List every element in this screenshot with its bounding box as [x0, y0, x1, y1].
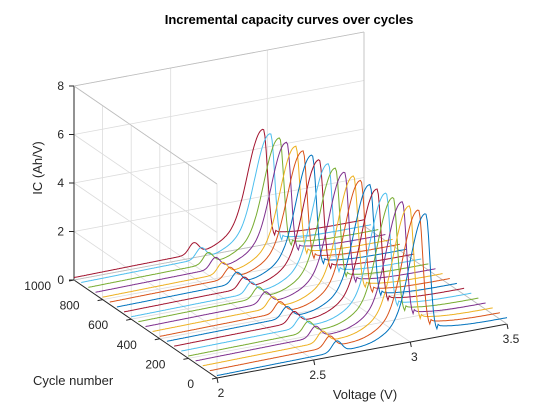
- ic-curve-cycle-300: [173, 188, 465, 347]
- box-edge: [73, 31, 365, 87]
- x-tick-mark: [216, 377, 219, 384]
- x-tick-mark: [313, 359, 316, 366]
- tick-labels: 2 2.5 3 3.5 0 200 400 600 800 1000 0 2 4 6 8: [24, 79, 519, 400]
- ic-curve-cycle-1000: [73, 128, 365, 279]
- x-tick-mark: [506, 323, 509, 330]
- y-tick-label: 600: [88, 318, 108, 332]
- ic-curve-cycle-150: [195, 201, 486, 362]
- z-axis-label: IC (Ah/V): [30, 141, 45, 194]
- ic-curve-cycle-950: [81, 133, 372, 283]
- ic-curve-cycle-0: [216, 213, 508, 377]
- ic-curve-cycle-800: [102, 145, 393, 298]
- grid-line: [170, 261, 314, 361]
- grid-line: [73, 80, 365, 135]
- grid-line: [73, 177, 365, 232]
- ic-curve-cycle-200: [188, 197, 479, 357]
- ic-curve-cycle-50: [209, 209, 501, 372]
- y-axis-line: [73, 279, 218, 379]
- y-tick-label: 800: [60, 299, 80, 313]
- y-tick-label: 1000: [24, 279, 51, 293]
- grid-line: [73, 182, 218, 282]
- box-edge: [73, 85, 218, 185]
- y-tick-mark: [211, 377, 218, 380]
- ic-curve-cycle-550: [138, 167, 429, 323]
- grid-line: [73, 134, 218, 233]
- y-tick-label: 200: [145, 357, 165, 371]
- grid-line: [131, 264, 422, 320]
- ic-curve-cycle-850: [95, 141, 386, 293]
- grid-line: [73, 231, 218, 330]
- y-tick-mark: [97, 299, 103, 302]
- y-tick-label: 0: [187, 377, 194, 391]
- ic-curve-cycle-350: [166, 183, 457, 342]
- x-tick-label: 2: [218, 386, 225, 400]
- ic-curve-cycle-100: [202, 205, 493, 367]
- series-layer: [73, 128, 508, 377]
- x-tick-label: 2.5: [309, 368, 326, 382]
- y-tick-mark: [183, 357, 189, 360]
- z-tick-label: 0: [57, 273, 64, 287]
- grid-line: [73, 128, 365, 184]
- z-tick-label: 8: [57, 79, 64, 93]
- ic-curve-cycle-500: [145, 171, 436, 328]
- grid-line: [188, 304, 479, 359]
- z-tick-label: 2: [57, 225, 64, 239]
- ic-curve-cycle-900: [88, 137, 379, 288]
- y-tick-mark: [154, 338, 160, 341]
- y-axis-label: Cycle number: [33, 373, 114, 388]
- chart-title: Incremental capacity curves over cycles: [165, 12, 414, 27]
- y-tick-label: 400: [117, 338, 137, 352]
- x-tick-mark: [409, 341, 412, 348]
- ic-curve-cycle-450: [152, 175, 443, 332]
- x-tick-label: 3.5: [503, 332, 520, 346]
- ic-curve-cycle-700: [116, 154, 407, 308]
- grid-line: [267, 243, 411, 343]
- ic-curve-cycle-250: [181, 192, 472, 352]
- ic-curve-cycle-400: [159, 179, 450, 337]
- z-tick-label: 6: [57, 128, 64, 142]
- x-axis-label: Voltage (V): [333, 387, 397, 402]
- grid-line: [159, 284, 450, 340]
- x-axis-line: [216, 323, 508, 379]
- axes-layer: [68, 31, 509, 384]
- x-tick-label: 3: [411, 350, 418, 364]
- y-tick-mark: [126, 318, 132, 321]
- z-tick-label: 4: [57, 176, 64, 190]
